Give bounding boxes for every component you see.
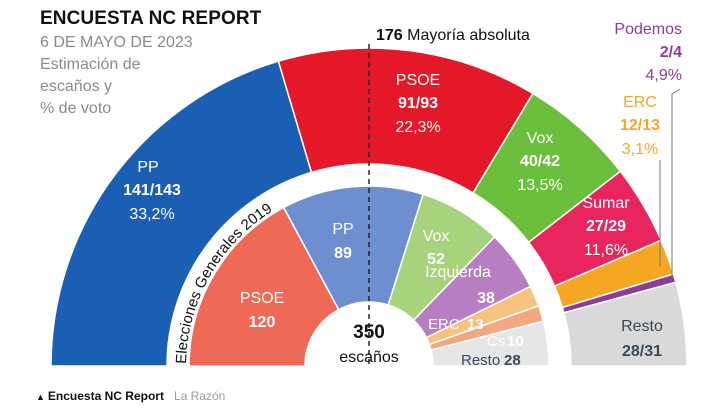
label-psoe19-name: PSOE: [240, 290, 284, 307]
label-cs-2019: Cs 10: [487, 333, 524, 350]
subtitle-line-1: Estimación de: [40, 56, 141, 73]
date-label: 6 DE MAYO DE 2023: [40, 34, 193, 51]
label-vox-name: Vox: [527, 130, 554, 147]
label-resto-seats: 28/31: [622, 343, 662, 360]
label-vox19-seats: 52: [427, 251, 445, 268]
label-vox-2019: Vox 52: [423, 228, 450, 268]
label-resto-name: Resto: [621, 318, 663, 335]
label-podemos-vote: 4,9%: [646, 67, 682, 84]
slice-resto-2023: [562, 281, 688, 367]
label-izquierda-2019: Izquierda 38: [425, 264, 495, 307]
label-erc-name: ERC: [623, 94, 657, 111]
label-pp-2023: PP 141/143 33,2%: [123, 159, 181, 223]
label-pp-2019: PP 89: [332, 221, 353, 262]
label-psoe-2023: PSOE 91/93 22,3%: [395, 72, 440, 136]
label-psoe-vote: 22,3%: [395, 119, 440, 136]
triangle-icon: ▲: [36, 392, 45, 402]
label-cs19-name: Cs: [487, 333, 505, 350]
label-resto-2019: Resto 28: [461, 352, 521, 369]
label-cs19-seats: 10: [507, 333, 524, 350]
label-erc-seats: 12/13: [620, 117, 660, 134]
subtitle-line-3: % de voto: [40, 100, 112, 117]
label-pp19-name: PP: [332, 221, 353, 238]
footer: ▲ Encuesta NC Report La Razón: [36, 389, 225, 403]
label-erc-vote: 3,1%: [622, 141, 658, 158]
label-resto19-seats: 28: [504, 352, 521, 369]
label-pp-name: PP: [137, 159, 158, 176]
slice-pp-2023: [50, 60, 313, 367]
label-psoe19-seats: 120: [249, 314, 276, 331]
label-pp-seats: 141/143: [123, 182, 181, 199]
label-podemos-seats: 2/4: [660, 44, 682, 61]
label-sumar-vote: 11,6%: [584, 242, 628, 259]
label-psoe-seats: 91/93: [398, 95, 438, 112]
label-psoe-name: PSOE: [396, 72, 440, 89]
label-vox-vote: 13,5%: [517, 177, 562, 194]
page-title: ENCUESTA NC REPORT: [40, 8, 262, 29]
label-psoe-2019: PSOE 120: [240, 290, 284, 331]
label-resto-2023: Resto 28/31: [621, 318, 663, 360]
label-podemos-name: Podemos: [614, 21, 682, 38]
label-sumar-2023: Sumar 27/29 11,6%: [582, 195, 630, 259]
subtitle-line-2: escaños y: [40, 78, 113, 95]
label-vox-seats: 40/42: [520, 153, 560, 170]
label-erc-2023: ERC 12/13 3,1%: [620, 94, 660, 158]
label-pp-vote: 33,2%: [129, 206, 174, 223]
label-erc19-seats: 13: [467, 316, 484, 333]
center-seats-label: escaños: [339, 349, 399, 366]
footer-source: La Razón: [173, 389, 226, 403]
footer-survey: Encuesta NC Report: [47, 389, 164, 403]
slice-psoe-2019: [188, 206, 340, 367]
label-erc19-name: ERC: [428, 316, 460, 333]
slice-pp-2019: [282, 185, 425, 311]
label-vox19-name: Vox: [423, 228, 450, 245]
label-vox-2023: Vox 40/42 13,5%: [517, 130, 562, 194]
center-total-seats: 350: [353, 322, 385, 343]
label-sumar-seats: 27/29: [586, 218, 626, 235]
label-izq19-seats: 38: [477, 290, 495, 307]
podemos-leader-line: [671, 88, 681, 278]
label-pp19-seats: 89: [334, 245, 352, 262]
outer-ring-2023: [50, 47, 688, 367]
label-erc-2019: ERC 13: [428, 316, 484, 333]
majority-label: 176 Mayoría absoluta: [376, 27, 530, 44]
slice-resto-2019: [430, 320, 550, 367]
inner-ring-2019: [188, 185, 550, 367]
label-sumar-name: Sumar: [582, 195, 630, 212]
label-resto19-name: Resto: [461, 352, 500, 369]
label-podemos-2023: Podemos 2/4 4,9%: [614, 21, 682, 84]
label-izq19-name: Izquierda: [425, 264, 491, 281]
